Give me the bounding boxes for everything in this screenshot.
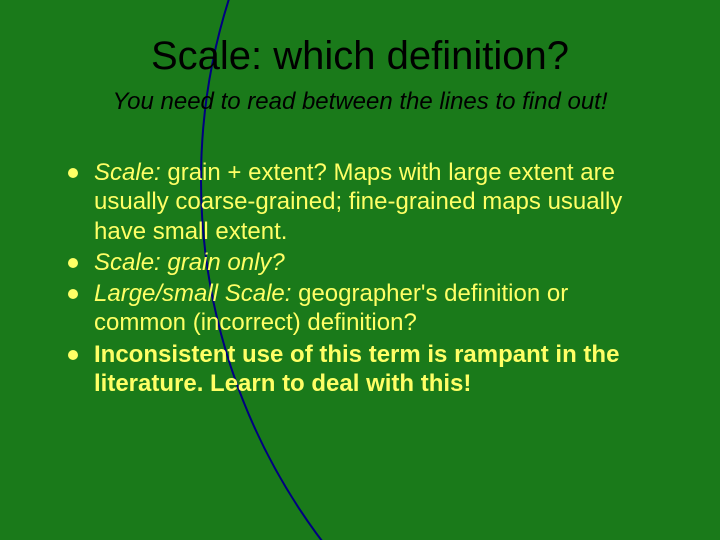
list-item: Scale: grain + extent? Maps with large e… — [66, 158, 666, 246]
slide-subtitle: You need to read between the lines to fi… — [0, 88, 720, 116]
bullet-lead: Scale: — [94, 159, 161, 186]
slide-title: Scale: which definition? — [0, 34, 720, 79]
bullet-lead: Large/small Scale: — [94, 280, 291, 307]
bullet-rest: grain + extent? Maps with large extent a… — [94, 159, 622, 245]
bullet-lead: Scale: grain only? — [94, 249, 285, 276]
list-item: Scale: grain only? — [66, 248, 666, 277]
list-item: Inconsistent use of this term is rampant… — [66, 340, 666, 399]
list-item: Large/small Scale: geographer's definiti… — [66, 279, 666, 338]
bullet-bold: Inconsistent use of this term is rampant… — [94, 341, 619, 397]
bullet-list: Scale: grain + extent? Maps with large e… — [66, 158, 666, 400]
slide: Scale: which definition? You need to rea… — [0, 0, 720, 540]
